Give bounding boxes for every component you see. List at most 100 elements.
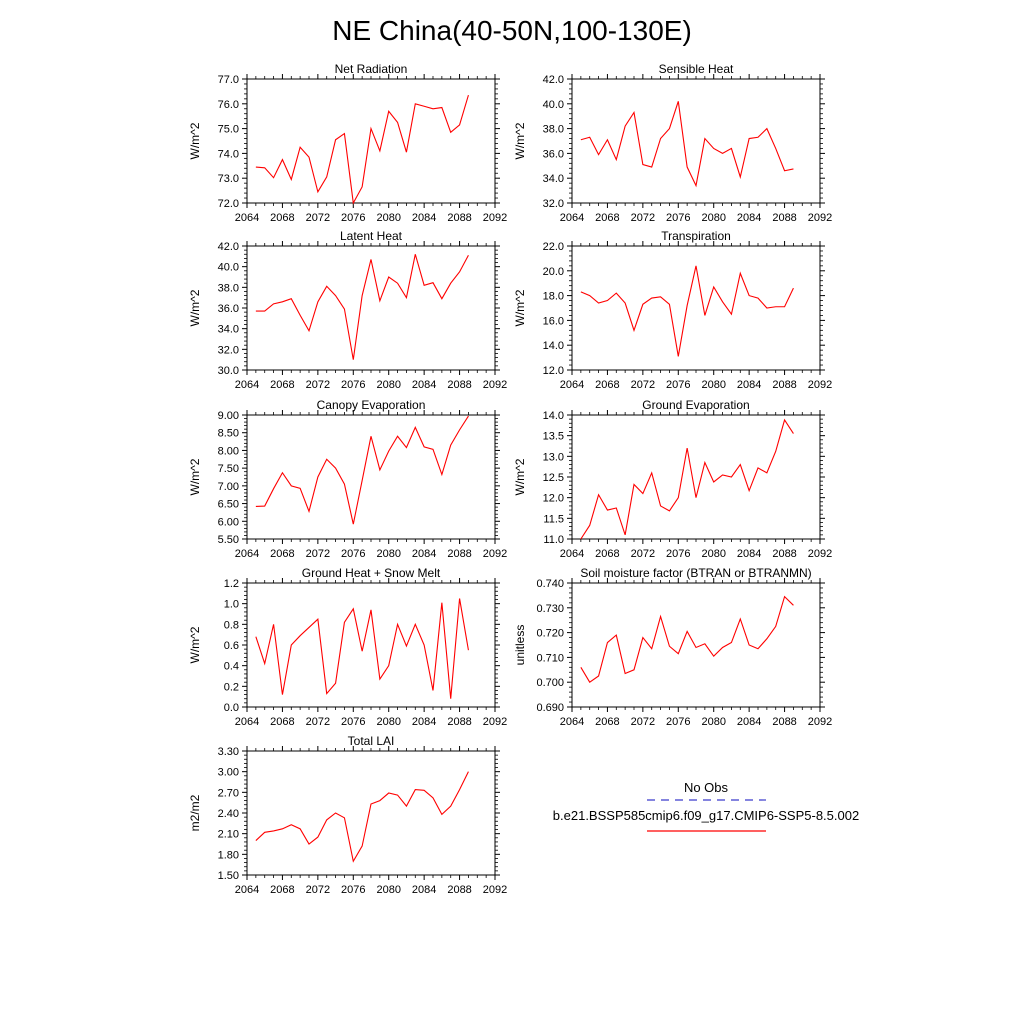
- x-tick-label: 2092: [483, 548, 507, 560]
- x-tick-label: 2072: [631, 212, 655, 224]
- y-tick-label: 34.0: [218, 324, 239, 336]
- panels: Net Radiation W/m^2 2064 2068 2072 2076 2080 20…: [188, 62, 832, 896]
- y-tick-label: 11.0: [543, 534, 564, 546]
- y-axis-label: W/m^2: [513, 122, 527, 159]
- panel-title: Ground Evaporation: [642, 398, 749, 412]
- y-tick-label: 1.80: [218, 849, 239, 861]
- x-tick-label: 2080: [376, 716, 400, 728]
- x-tick-label: 2064: [560, 716, 584, 728]
- x-tick-label: 2088: [447, 548, 471, 560]
- panel-3: Transpiration W/m^2 2064 2068 2072 2076 2080 20…: [513, 229, 832, 391]
- panel-title: Latent Heat: [340, 229, 403, 243]
- y-axis-label: W/m^2: [188, 289, 202, 326]
- x-tick-label: 2068: [270, 548, 294, 560]
- x-tick-label: 2072: [306, 716, 330, 728]
- x-tick-label: 2092: [483, 379, 507, 391]
- x-tick-label: 2064: [560, 379, 584, 391]
- y-tick-label: 34.0: [543, 173, 564, 185]
- x-tick-label: 2072: [631, 379, 655, 391]
- y-tick-label: 0.8: [224, 619, 239, 631]
- x-tick-label: 2068: [595, 548, 619, 560]
- x-tick-label: 2092: [483, 212, 507, 224]
- panel-title: Ground Heat + Snow Melt: [302, 566, 441, 580]
- y-tick-label: 13.5: [543, 431, 564, 443]
- y-tick-label: 73.0: [218, 173, 239, 185]
- y-tick-label: 11.5: [543, 513, 564, 525]
- y-tick-label: 0.2: [224, 681, 239, 693]
- x-tick-label: 2076: [341, 212, 365, 224]
- x-tick-label: 2084: [412, 379, 436, 391]
- series-line: [255, 254, 469, 360]
- y-tick-label: 0.710: [536, 652, 564, 664]
- y-axis-label: W/m^2: [513, 458, 527, 495]
- y-tick-label: 42.0: [543, 74, 564, 86]
- x-tick-label: 2072: [306, 212, 330, 224]
- y-tick-label: 12.5: [543, 472, 564, 484]
- y-axis-label: W/m^2: [513, 289, 527, 326]
- y-tick-label: 2.70: [218, 787, 239, 799]
- y-tick-label: 72.0: [218, 198, 239, 210]
- y-tick-label: 1.2: [224, 578, 239, 590]
- y-axis-label: m2/m2: [188, 794, 202, 831]
- x-tick-label: 2068: [270, 212, 294, 224]
- x-tick-label: 2072: [306, 379, 330, 391]
- plot-frame: [246, 78, 496, 204]
- series-line: [255, 771, 469, 863]
- y-tick-label: 77.0: [218, 74, 239, 86]
- y-tick-label: 3.30: [218, 746, 239, 758]
- x-tick-label: 2068: [595, 212, 619, 224]
- y-tick-label: 38.0: [218, 282, 239, 294]
- y-tick-label: 7.00: [218, 481, 239, 493]
- y-tick-label: 18.0: [543, 291, 564, 303]
- y-tick-label: 8.00: [218, 445, 239, 457]
- x-tick-label: 2080: [701, 212, 725, 224]
- x-tick-label: 2072: [306, 884, 330, 896]
- panel-title: Canopy Evaporation: [317, 398, 426, 412]
- x-tick-label: 2068: [595, 716, 619, 728]
- y-tick-label: 5.50: [218, 534, 239, 546]
- x-tick-label: 2092: [808, 716, 832, 728]
- x-tick-label: 2084: [737, 212, 761, 224]
- series-line: [255, 598, 469, 699]
- legend: No Obs b.e21.BSSP585cmip6.f09_g17.CMIP6-…: [553, 780, 859, 832]
- y-axis-label: W/m^2: [188, 122, 202, 159]
- x-tick-label: 2068: [270, 379, 294, 391]
- figure-title: NE China(40-50N,100-130E): [332, 15, 692, 46]
- y-tick-label: 0.740: [536, 578, 564, 590]
- y-tick-label: 3.00: [218, 767, 239, 779]
- x-tick-label: 2088: [772, 548, 796, 560]
- x-tick-label: 2076: [666, 379, 690, 391]
- y-axis-label: unitless: [513, 625, 527, 666]
- x-tick-label: 2076: [341, 548, 365, 560]
- plot-frame: [571, 414, 821, 540]
- x-tick-label: 2084: [737, 379, 761, 391]
- panel-2: Latent Heat W/m^2 2064 2068 2072 2076 2080 2084…: [188, 229, 507, 391]
- y-tick-label: 76.0: [218, 99, 239, 111]
- x-tick-label: 2088: [772, 379, 796, 391]
- y-tick-label: 40.0: [543, 99, 564, 111]
- x-tick-label: 2072: [631, 716, 655, 728]
- x-tick-label: 2088: [447, 716, 471, 728]
- x-tick-label: 2092: [808, 548, 832, 560]
- y-tick-label: 30.0: [218, 365, 239, 377]
- x-tick-label: 2068: [595, 379, 619, 391]
- x-tick-label: 2092: [483, 884, 507, 896]
- x-tick-label: 2076: [666, 212, 690, 224]
- y-tick-label: 2.40: [218, 808, 239, 820]
- y-tick-label: 14.0: [543, 340, 564, 352]
- y-tick-label: 13.0: [543, 451, 564, 463]
- y-tick-label: 9.00: [218, 410, 239, 422]
- series-line: [580, 418, 794, 540]
- x-tick-label: 2064: [235, 212, 259, 224]
- y-tick-label: 12.0: [543, 493, 564, 505]
- y-tick-label: 36.0: [543, 148, 564, 160]
- x-tick-label: 2080: [376, 379, 400, 391]
- y-tick-label: 32.0: [218, 344, 239, 356]
- x-tick-label: 2076: [341, 884, 365, 896]
- y-tick-label: 75.0: [218, 124, 239, 136]
- y-tick-label: 12.0: [543, 365, 564, 377]
- panel-title: Soil moisture factor (BTRAN or BTRANMN): [580, 566, 811, 580]
- legend-model-label: b.e21.BSSP585cmip6.f09_g17.CMIP6-SSP5-8.…: [553, 808, 859, 823]
